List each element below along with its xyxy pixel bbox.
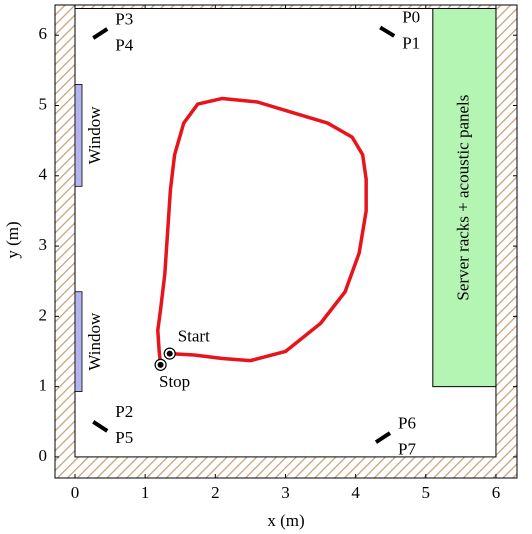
x-tick-label: 3 — [281, 483, 290, 502]
microphone-label: P1 — [402, 34, 420, 53]
window — [74, 291, 83, 392]
microphone-label: P0 — [402, 8, 420, 27]
microphone-label: P6 — [398, 413, 416, 432]
stop-dot — [157, 361, 164, 368]
microphone-label: P4 — [115, 35, 133, 54]
axes-frame — [54, 4, 518, 479]
racks-label: Server racks + acoustic panels — [453, 95, 472, 301]
y-axis-label: y (m) — [3, 221, 22, 258]
window-label: Window — [85, 106, 104, 165]
server-racks — [432, 8, 497, 388]
y-tick-label: 1 — [39, 376, 48, 395]
y-tick-label: 6 — [39, 24, 48, 43]
microphone — [379, 25, 396, 38]
start-label: Start — [178, 327, 210, 346]
microphone — [92, 27, 109, 40]
microphone — [374, 431, 392, 444]
x-tick-label: 5 — [422, 483, 431, 502]
microphone-label: P3 — [115, 9, 133, 28]
stop-label: Stop — [159, 372, 190, 391]
trajectory — [156, 96, 368, 366]
x-tick-label: 0 — [71, 483, 80, 502]
microphone-label: P2 — [115, 402, 133, 421]
y-tick-label: 2 — [39, 305, 48, 324]
microphone — [92, 420, 109, 433]
microphone-label: P5 — [115, 428, 133, 447]
y-tick-label: 4 — [39, 165, 48, 184]
room — [74, 8, 497, 458]
y-tick-label: 5 — [39, 94, 48, 113]
window — [74, 84, 83, 187]
x-tick-label: 4 — [351, 483, 360, 502]
y-tick-label: 0 — [39, 446, 48, 465]
x-tick-label: 1 — [141, 483, 150, 502]
start-dot — [166, 350, 173, 357]
microphone-label: P7 — [398, 439, 416, 458]
x-tick-label: 2 — [211, 483, 220, 502]
x-tick-label: 6 — [492, 483, 501, 502]
x-axis-label: x (m) — [267, 511, 304, 530]
y-tick-label: 3 — [39, 235, 48, 254]
window-label: Window — [85, 312, 104, 371]
